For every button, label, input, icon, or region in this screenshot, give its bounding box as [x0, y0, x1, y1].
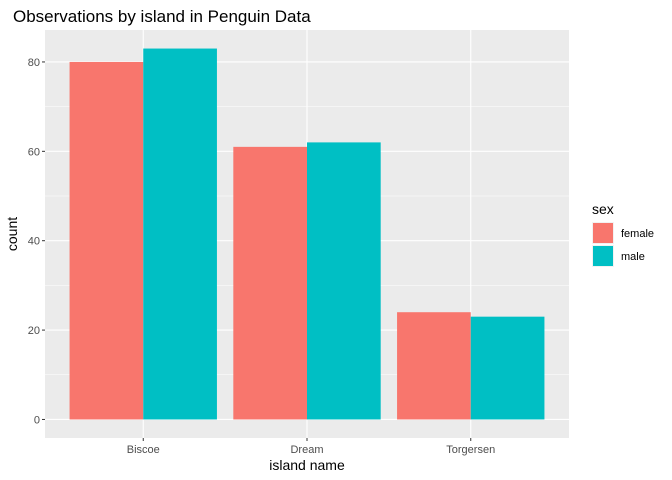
bar-male-dream	[307, 142, 381, 420]
bar-male-torgersen	[470, 316, 545, 420]
x-tick-label: Biscoe	[127, 444, 160, 456]
y-tick-label: 60	[28, 146, 40, 158]
legend-title: sex	[592, 201, 614, 217]
x-tick-label: Torgersen	[446, 444, 495, 456]
chart-title: Observations by island in Penguin Data	[13, 7, 311, 26]
bar-female-biscoe	[69, 61, 144, 420]
y-tick-label: 20	[28, 325, 40, 337]
y-tick-label: 0	[34, 414, 40, 426]
legend: sex female male	[592, 201, 654, 267]
bars	[69, 48, 545, 420]
bar-female-dream	[233, 146, 307, 420]
y-axis-ticks: 0 20 40 60 80	[28, 57, 45, 426]
legend-swatch-male	[593, 246, 613, 266]
y-axis-title: count	[4, 217, 20, 251]
y-tick-label: 40	[28, 236, 40, 248]
y-tick-label: 80	[28, 57, 40, 69]
legend-swatch-female	[593, 223, 613, 243]
x-axis-title: island name	[269, 457, 345, 473]
bar-male-biscoe	[143, 48, 217, 420]
legend-label-female: female	[621, 228, 654, 240]
x-tick-label: Dream	[290, 444, 323, 456]
bar-female-torgersen	[397, 312, 471, 420]
x-axis-ticks: Biscoe Dream Torgersen	[127, 438, 495, 456]
legend-label-male: male	[621, 251, 645, 263]
